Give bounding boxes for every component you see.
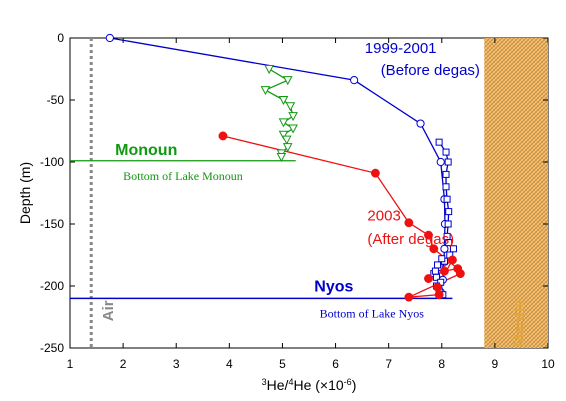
x-axis-title-tail: He (×10	[293, 377, 343, 393]
data-point-1999-2001-squares	[435, 138, 443, 146]
data-point-Monoun	[264, 65, 274, 75]
data-point-2003	[434, 290, 444, 300]
annotation-after-year: 2003	[367, 207, 400, 224]
nyos-label: Nyos	[314, 278, 353, 295]
y-tick-label: -250	[40, 341, 64, 355]
data-point-2003	[218, 131, 228, 141]
x-axis-ticks: 1 2 3 4 5 6 7 8 9 10	[67, 38, 555, 371]
data-point-1999-2001-squares	[445, 239, 453, 247]
annotation-after-note: (After degas)	[367, 231, 454, 248]
data-point-Monoun	[278, 96, 289, 106]
y-tick-label: -200	[40, 279, 64, 293]
y-tick-label: -50	[47, 93, 65, 107]
y-axis-ticks: 0 -50 -100 -150 -200 -250	[40, 31, 548, 355]
x-tick-label: 1	[67, 357, 74, 371]
data-point-Monoun	[282, 76, 293, 86]
y-tick-label: -150	[40, 217, 64, 231]
mantle-band	[484, 38, 548, 348]
data-point-1999-2001	[436, 157, 445, 167]
x-tick-label: 3	[173, 357, 180, 371]
data-point-2003	[433, 282, 442, 292]
data-point-2003	[429, 244, 439, 254]
data-point-Monoun	[282, 143, 293, 153]
x-tick-label: 7	[385, 357, 392, 371]
data-point-2003	[404, 292, 414, 302]
data-point-1999-2001-squares	[438, 255, 446, 263]
data-point-1999-2001-squares	[442, 183, 450, 191]
x-tick-label: 6	[332, 357, 339, 371]
annotation-before-note: (Before degas)	[381, 62, 480, 79]
x-axis-title-mid: He/	[267, 377, 289, 393]
y-tick-label: 0	[57, 31, 64, 45]
x-axis-title-sup2: 4	[288, 377, 293, 387]
series-markers	[105, 33, 465, 302]
annotation-before-years: 1999-2001	[365, 40, 437, 57]
data-point-1999-2001-squares	[442, 170, 450, 178]
data-point-1999-2001	[350, 76, 359, 85]
x-tick-label: 9	[492, 357, 499, 371]
data-point-1999-2001-squares	[444, 158, 452, 166]
data-point-1999-2001-squares	[443, 195, 451, 203]
data-point-2003	[424, 274, 433, 284]
x-axis-title: 3He/4He (×10-6)	[262, 377, 357, 393]
x-axis-title-exp: -6	[344, 377, 352, 387]
data-point-1999-2001-squares	[444, 220, 452, 228]
data-point-1999-2001-squares	[442, 148, 450, 156]
monoun-bottom-note: Bottom of Lake Monoun	[123, 169, 243, 183]
x-tick-label: 5	[279, 357, 286, 371]
data-point-1999-2001	[440, 244, 449, 253]
y-tick-label: -100	[40, 155, 64, 169]
data-point-Monoun	[278, 130, 289, 140]
data-point-1999-2001-squares	[434, 261, 442, 269]
data-point-1999-2001-squares	[445, 208, 453, 216]
data-point-Monoun	[278, 118, 289, 128]
x-axis-title-close: )	[352, 377, 357, 393]
data-point-1999-2001-squares	[449, 245, 457, 253]
data-point-1999-2001	[105, 33, 114, 43]
data-point-Monoun	[260, 86, 271, 96]
data-point-1999-2001-squares	[431, 267, 439, 275]
monoun-label: Monoun	[115, 142, 177, 159]
plot-area	[69, 37, 549, 349]
data-point-2003	[439, 266, 449, 276]
data-point-2003	[404, 218, 414, 228]
x-tick-label: 2	[120, 357, 127, 371]
data-point-1999-2001	[416, 119, 425, 128]
data-point-2003	[424, 230, 433, 240]
mantle-label: Mantle	[511, 299, 528, 347]
x-tick-label: 4	[226, 357, 233, 371]
x-tick-label: 10	[541, 357, 555, 371]
data-point-Monoun	[288, 112, 298, 122]
x-tick-label: 8	[438, 357, 445, 371]
x-axis-title-sup1: 3	[262, 377, 267, 387]
data-point-2003	[455, 269, 465, 279]
data-point-Monoun	[288, 124, 298, 134]
data-point-2003	[447, 255, 457, 265]
data-point-2003	[370, 168, 380, 178]
y-axis-title: Depth (m)	[17, 162, 33, 224]
data-point-Monoun	[285, 102, 296, 112]
nyos-bottom-note: Bottom of Lake Nyos	[320, 306, 425, 320]
air-label: Air	[100, 300, 117, 321]
data-point-Monoun	[281, 135, 292, 145]
data-point-Monoun	[276, 153, 287, 163]
